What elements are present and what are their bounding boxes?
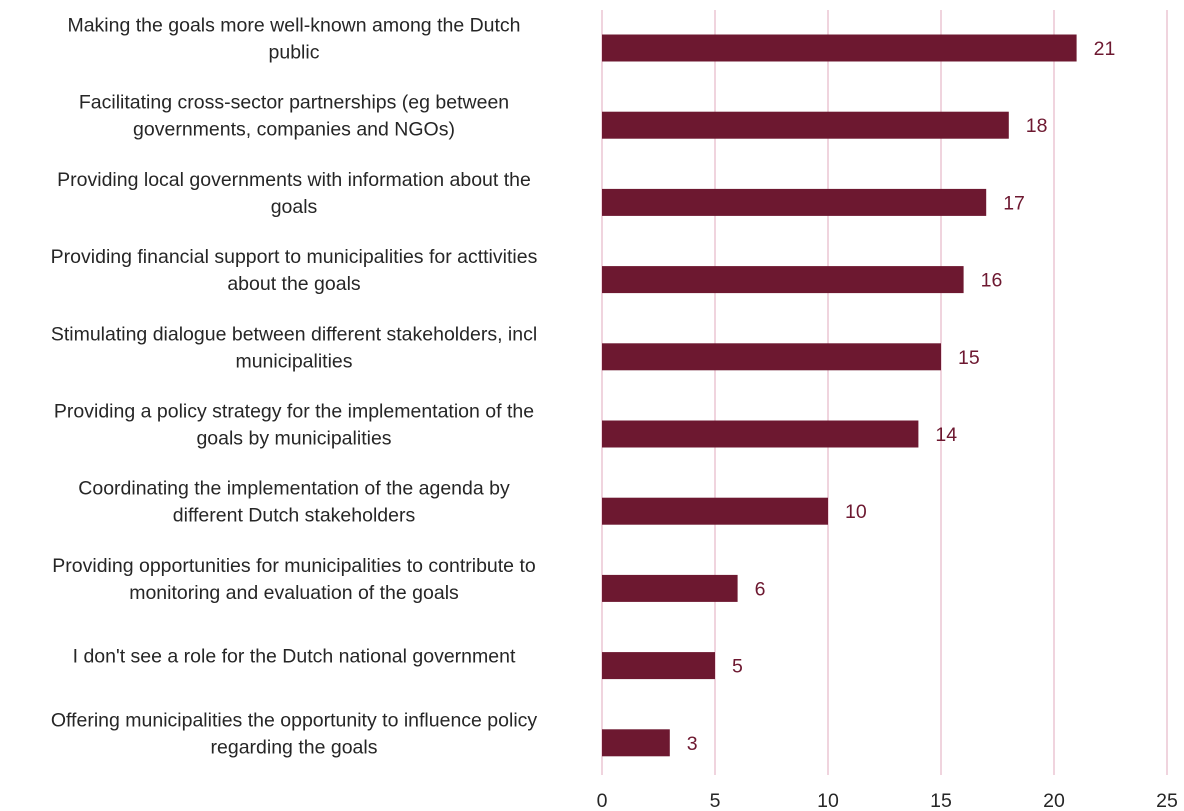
value-labels: 21 18 17 16 15 14 10 6 5 3 — [687, 38, 1116, 755]
category-label-line: municipalities — [235, 350, 352, 372]
category-label-line: Providing local governments with informa… — [57, 169, 531, 191]
bar-3 — [602, 188, 987, 216]
category-label-line: monitoring and evaluation of the goals — [129, 582, 459, 604]
value-label-9: 5 — [732, 656, 743, 678]
category-label-5: Stimulating dialogue between different s… — [51, 323, 537, 372]
category-label-line: Providing a policy strategy for the impl… — [54, 401, 534, 423]
value-label-4: 16 — [981, 270, 1003, 292]
category-labels: Making the goals more well-known among t… — [51, 15, 538, 759]
category-label-9: I don't see a role for the Dutch nationa… — [73, 646, 516, 668]
bar-6 — [602, 420, 919, 448]
x-tick-label-0: 0 — [597, 790, 608, 811]
category-label-line: I don't see a role for the Dutch nationa… — [73, 646, 516, 668]
value-label-2: 18 — [1026, 115, 1048, 137]
category-label-line: Stimulating dialogue between different s… — [51, 323, 537, 345]
bars — [602, 34, 1077, 757]
x-axis-ticks: 0 5 10 15 20 25 — [597, 790, 1178, 811]
value-label-8: 6 — [755, 578, 766, 600]
value-label-3: 17 — [1003, 192, 1025, 214]
category-label-line: goals by municipalities — [196, 428, 391, 450]
category-label-10: Offering municipalities the opportunity … — [51, 709, 538, 758]
bar-9 — [602, 652, 715, 680]
category-label-4: Providing financial support to municipal… — [51, 246, 538, 295]
bar-5 — [602, 343, 941, 371]
category-label-7: Coordinating the implementation of the a… — [78, 478, 510, 527]
value-label-6: 14 — [935, 424, 957, 446]
category-label-8: Providing opportunities for municipaliti… — [52, 555, 536, 604]
category-label-line: Coordinating the implementation of the a… — [78, 478, 510, 500]
bar-10 — [602, 729, 670, 757]
value-label-7: 10 — [845, 501, 867, 523]
category-label-line: different Dutch stakeholders — [173, 505, 416, 527]
bar-1 — [602, 34, 1077, 62]
category-label-line: governments, companies and NGOs) — [133, 119, 455, 141]
x-tick-label-10: 10 — [817, 790, 839, 811]
category-label-line: about the goals — [227, 273, 361, 295]
category-label-line: Providing opportunities for municipaliti… — [52, 555, 536, 577]
value-label-1: 21 — [1094, 38, 1116, 60]
category-label-line: Making the goals more well-known among t… — [67, 15, 520, 37]
category-label-line: regarding the goals — [211, 736, 378, 758]
category-label-line: Providing financial support to municipal… — [51, 246, 538, 268]
category-label-line: goals — [271, 196, 318, 218]
x-tick-label-5: 5 — [710, 790, 721, 811]
category-label-6: Providing a policy strategy for the impl… — [54, 401, 534, 450]
x-tick-label-15: 15 — [930, 790, 952, 811]
value-label-5: 15 — [958, 347, 980, 369]
bar-8 — [602, 574, 738, 602]
value-label-10: 3 — [687, 733, 698, 755]
x-tick-label-20: 20 — [1043, 790, 1065, 811]
bar-7 — [602, 497, 828, 525]
x-tick-label-25: 25 — [1156, 790, 1178, 811]
category-label-line: public — [269, 42, 320, 64]
bar-2 — [602, 111, 1009, 139]
bar-4 — [602, 266, 964, 294]
category-label-3: Providing local governments with informa… — [57, 169, 531, 218]
category-label-2: Facilitating cross-sector partnerships (… — [79, 92, 509, 141]
category-label-line: Facilitating cross-sector partnerships (… — [79, 92, 509, 114]
category-label-line: Offering municipalities the opportunity … — [51, 709, 538, 731]
category-label-1: Making the goals more well-known among t… — [67, 15, 520, 64]
